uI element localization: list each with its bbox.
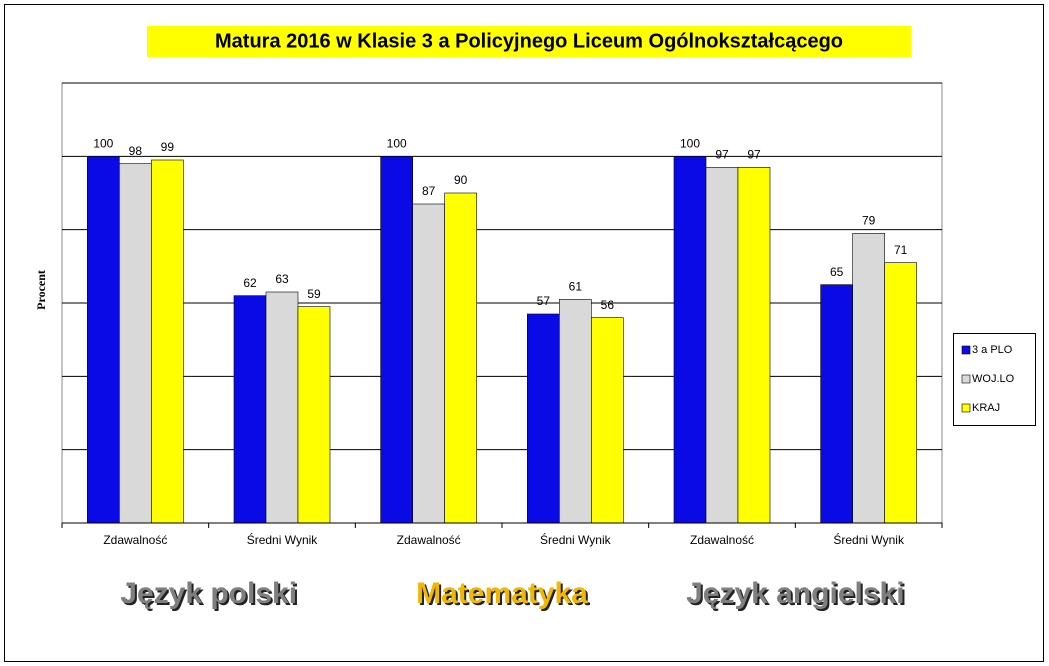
bar (705, 167, 739, 524)
title-background (147, 26, 911, 57)
group-label: Matematyka (416, 577, 588, 610)
data-label: 87 (422, 184, 436, 198)
legend-swatch (961, 345, 971, 355)
legend-label: WOJ.LO (972, 373, 1015, 385)
data-label: 79 (862, 214, 876, 228)
legend-label: 3 a PLO (972, 344, 1013, 356)
x-tick-label: Średni Wynik (540, 532, 612, 547)
data-label: 90 (454, 173, 468, 187)
group-label: Język polski (120, 577, 297, 610)
data-label: 71 (894, 243, 908, 257)
bar (673, 156, 707, 524)
data-label: 63 (275, 272, 289, 286)
group-label: Język angielski (686, 577, 904, 610)
legend-label: KRAJ (972, 402, 1000, 414)
bar (444, 192, 477, 524)
bar (559, 299, 592, 524)
bar (884, 262, 917, 524)
data-label: 99 (161, 140, 175, 154)
data-label: 100 (680, 137, 700, 151)
bar (380, 156, 413, 524)
chart-title: Matura 2016 w Klasie 3 a Policyjnego Lic… (215, 30, 843, 52)
x-tick-label: Średni Wynik (833, 532, 905, 547)
bar (820, 284, 853, 524)
bar (87, 156, 120, 524)
data-label: 61 (569, 280, 583, 294)
bar (852, 233, 885, 524)
data-label: 100 (93, 137, 113, 151)
data-label: 100 (387, 137, 407, 151)
data-label: 98 (129, 144, 143, 158)
data-label: 65 (830, 265, 844, 279)
data-label: 62 (243, 276, 257, 290)
data-label: 97 (747, 148, 761, 162)
group-label-shadow: Matematyka (418, 579, 590, 612)
bar (527, 313, 560, 524)
bar (591, 317, 624, 524)
data-label: 57 (537, 294, 551, 308)
bar (412, 203, 445, 524)
data-label: 59 (307, 287, 321, 301)
group-label-shadow: Język polski (122, 579, 299, 612)
legend-swatch (961, 374, 971, 384)
legend-swatch (961, 403, 971, 413)
group-label-shadow: Język angielski (688, 579, 906, 612)
x-tick-label: Zdawalność (103, 533, 167, 547)
x-tick-label: Średni Wynik (247, 532, 319, 547)
x-tick-label: Zdawalność (690, 533, 754, 547)
x-tick-label: Zdawalność (397, 533, 461, 547)
y-axis-label: Procent (34, 270, 48, 310)
bar (297, 306, 331, 524)
bar (233, 295, 267, 524)
bar (151, 159, 184, 524)
bar (119, 163, 152, 524)
bar (737, 167, 771, 524)
data-label: 56 (601, 298, 615, 312)
data-label: 97 (715, 148, 729, 162)
bar (265, 291, 299, 524)
